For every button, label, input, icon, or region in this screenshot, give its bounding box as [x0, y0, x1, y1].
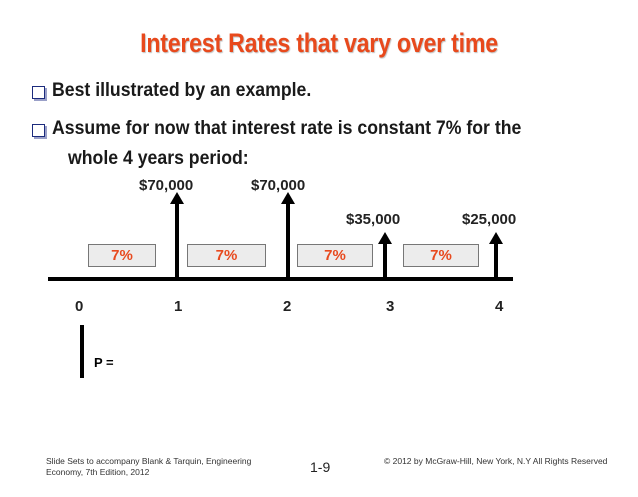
cash-flow-amount-year-1: $70,000: [139, 177, 194, 194]
cash-flow-amount-year-2: $70,000: [251, 177, 306, 194]
time-axis-line: [48, 277, 513, 281]
page-number: 1-9: [310, 459, 331, 475]
interest-rate-box-period-3: 7%: [297, 244, 373, 267]
cash-flow-arrow-up-icon: [489, 232, 503, 244]
bullet-checkbox-icon: [32, 86, 45, 99]
cash-flow-arrow-up-icon: [281, 192, 295, 204]
cash-flow-arrow-shaft: [175, 203, 179, 279]
cash-flow-arrow-up-icon: [170, 192, 184, 204]
bullet-checkbox-icon: [32, 124, 45, 137]
bullet-text-2-continuation: whole 4 years period:: [68, 148, 249, 169]
period-label-4: 4: [495, 298, 504, 315]
slide-title: Interest Rates that vary over time: [140, 28, 498, 58]
bullet-text-1: Best illustrated by an example.: [52, 80, 312, 101]
cash-flow-arrow-shaft: [286, 203, 290, 279]
period-label-3: 3: [386, 298, 395, 315]
period-label-1: 1: [174, 298, 183, 315]
footer-attribution-line-2: Economy, 7th Edition, 2012: [46, 467, 150, 477]
cash-flow-arrow-up-icon: [378, 232, 392, 244]
footer-attribution: Slide Sets to accompany Blank & Tarquin,…: [46, 456, 251, 478]
cash-flow-amount-year-3: $35,000: [346, 211, 401, 228]
interest-rate-box-period-2: 7%: [187, 244, 266, 267]
cash-flow-amount-year-4: $25,000: [462, 211, 517, 228]
interest-rate-box-period-1: 7%: [88, 244, 156, 267]
present-value-bar: [80, 325, 84, 378]
period-label-2: 2: [283, 298, 292, 315]
cash-flow-arrow-shaft: [494, 243, 498, 279]
cash-flow-arrow-shaft: [383, 243, 387, 279]
present-value-label: P =: [94, 355, 114, 370]
footer-copyright: © 2012 by McGraw-Hill, New York, N.Y All…: [384, 456, 608, 466]
footer-attribution-line-1: Slide Sets to accompany Blank & Tarquin,…: [46, 456, 252, 466]
interest-rate-box-period-4: 7%: [403, 244, 479, 267]
bullet-text-2: Assume for now that interest rate is con…: [52, 118, 522, 139]
period-label-0: 0: [75, 298, 84, 315]
